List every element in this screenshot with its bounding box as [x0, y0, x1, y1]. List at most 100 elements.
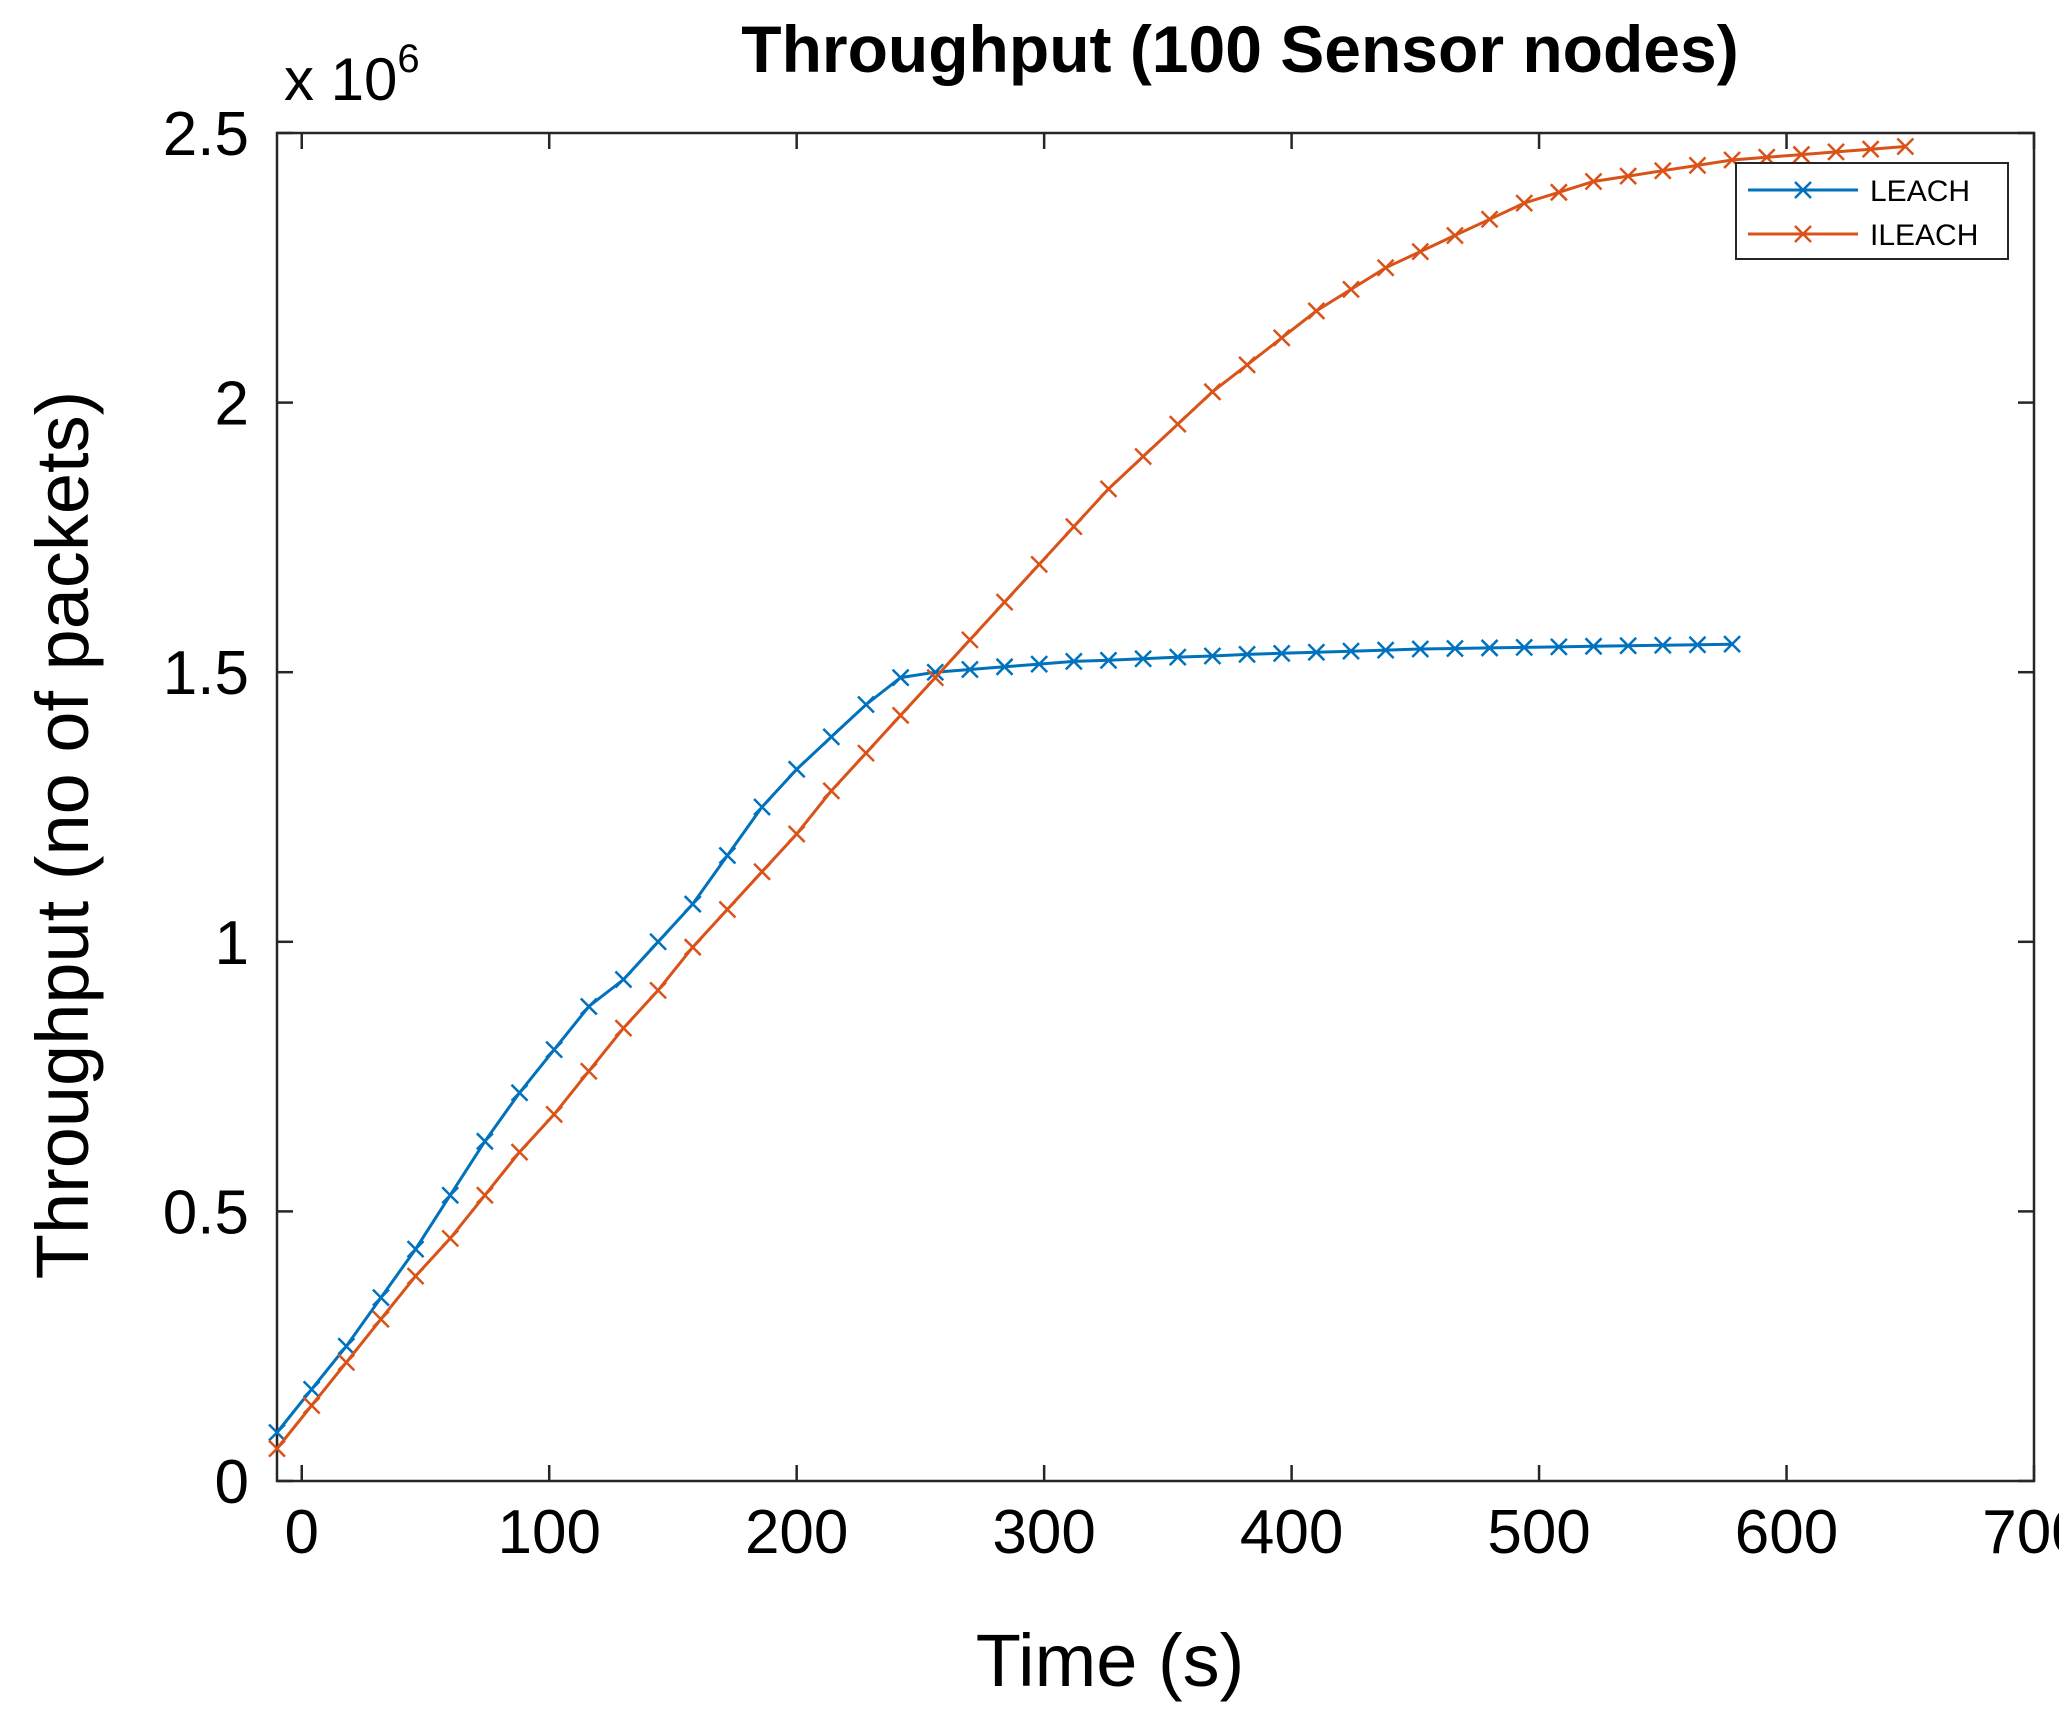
data-point-ileach-stroke-b [372, 1310, 390, 1329]
y-tick-label: 0 [215, 1448, 249, 1517]
plot-area: 0 100 200 300 400 500 600 700 0 0.5 1 1.5 2 2.5 [163, 100, 2059, 1567]
data-point-ileach-stroke-b [1446, 226, 1464, 245]
data-point-ileach [1549, 183, 1568, 202]
data-point-leach-stroke-b [302, 1380, 321, 1399]
data-point-leach-stroke-b [961, 660, 979, 679]
data-point-leach-stroke-b [1272, 644, 1291, 663]
legend-label-leach: LEACH [1870, 175, 1970, 208]
data-point-leach-stroke-b [787, 760, 806, 779]
data-point-ileach [302, 1396, 321, 1415]
data-point-leach-stroke-b [995, 657, 1014, 676]
data-point-leach [961, 660, 979, 679]
data-point-ileach [510, 1143, 529, 1161]
legend-marker-leach-stroke-b [1794, 181, 1812, 199]
data-point-ileach [891, 706, 910, 725]
data-point-leach [718, 846, 737, 865]
data-point-leach-stroke-b [1653, 636, 1672, 655]
data-point-leach [753, 798, 771, 816]
data-point-ileach [406, 1267, 425, 1285]
data-point-leach-stroke-b [822, 728, 841, 746]
data-point-ileach [1238, 355, 1256, 374]
series-ileach [268, 137, 1915, 1458]
data-point-ileach [372, 1310, 390, 1329]
axes-box [275, 131, 2036, 1483]
data-point-leach-stroke-b [475, 1132, 494, 1151]
data-point-leach-stroke-b [372, 1288, 390, 1307]
data-point-leach-stroke-b [579, 997, 598, 1016]
legend-marker-leach [1794, 181, 1812, 199]
data-point-ileach [1653, 161, 1672, 180]
data-point-ileach [787, 825, 806, 843]
data-point-ileach-stroke-b [1480, 210, 1499, 229]
x-tick-label: 600 [1735, 1498, 1838, 1567]
legend-item-ileach: ILEACH [1748, 219, 1978, 252]
data-point-ileach [1342, 280, 1360, 299]
data-point-leach [1064, 652, 1083, 671]
series-leach [268, 635, 1741, 1442]
data-point-ileach-stroke-b [683, 938, 702, 957]
y-multiplier: x 106 [284, 37, 420, 113]
data-point-ileach-stroke-b [649, 981, 667, 1000]
data-point-ileach-stroke-b [822, 781, 841, 800]
data-point-ileach-stroke-b [614, 1019, 633, 1037]
legend: LEACH ILEACH [1735, 162, 2009, 260]
y-tick-label: 2.5 [163, 100, 249, 169]
data-point-leach [406, 1240, 425, 1259]
data-point-leach [614, 970, 633, 989]
data-point-leach [1307, 643, 1326, 662]
data-point-ileach [1307, 302, 1326, 320]
data-point-leach [441, 1186, 460, 1205]
data-point-leach-stroke-b [510, 1083, 529, 1102]
data-point-leach [337, 1337, 356, 1356]
data-point-ileach-stroke-b [1064, 517, 1083, 536]
data-point-ileach [545, 1105, 564, 1124]
data-point-leach-stroke-b [441, 1186, 460, 1205]
data-point-ileach [1064, 517, 1083, 536]
y-tick-label: 1 [215, 909, 249, 978]
data-point-leach-stroke-b [406, 1240, 425, 1259]
legend-marker-ileach-stroke-b [1794, 225, 1812, 243]
data-point-leach [1376, 641, 1395, 659]
data-point-ileach-stroke-b [1861, 140, 1880, 159]
y-multiplier-exponent: 6 [397, 37, 419, 81]
data-point-ileach-stroke-b [718, 900, 737, 919]
data-point-ileach-stroke-b [475, 1186, 494, 1205]
legend-label-ileach: ILEACH [1870, 219, 1978, 252]
x-tick-label: 400 [1240, 1498, 1343, 1567]
data-point-leach-stroke-b [268, 1423, 286, 1442]
data-point-ileach-stroke-b [857, 744, 875, 762]
data-point-ileach [1896, 137, 1915, 156]
data-point-ileach-stroke-b [1099, 479, 1118, 498]
data-point-ileach-stroke-b [926, 668, 945, 687]
data-point-leach [372, 1288, 390, 1307]
data-point-leach [1688, 635, 1707, 654]
data-point-leach-stroke-b [649, 932, 667, 951]
data-point-leach-stroke-b [1064, 652, 1083, 671]
data-point-ileach-stroke-b [337, 1353, 356, 1372]
y-axis-label: Throughput (no of packets) [21, 391, 104, 1280]
data-point-leach [1480, 639, 1499, 657]
data-point-ileach [1446, 226, 1464, 245]
data-point-leach-stroke-b [926, 663, 945, 682]
data-point-leach-stroke-b [1515, 638, 1534, 657]
data-point-ileach-stroke-b [1030, 555, 1049, 574]
data-point-leach [891, 668, 910, 687]
data-point-ileach [441, 1229, 460, 1248]
data-point-ileach [753, 862, 771, 881]
x-tick-label: 0 [285, 1498, 319, 1567]
data-point-ileach [1688, 156, 1707, 175]
data-point-leach [1272, 644, 1291, 663]
data-point-leach-stroke-b [718, 846, 737, 865]
data-point-ileach-stroke-b [1342, 280, 1360, 299]
data-point-leach [1342, 642, 1360, 661]
data-point-ileach [718, 900, 737, 919]
data-point-ileach-stroke-b [406, 1267, 425, 1285]
data-point-ileach [822, 781, 841, 800]
y-tick-label: 2 [215, 370, 249, 439]
data-point-ileach [1861, 140, 1880, 159]
data-point-leach [1168, 648, 1187, 666]
data-point-leach-stroke-b [891, 668, 910, 687]
data-point-leach [683, 895, 702, 913]
data-point-ileach [579, 1062, 598, 1081]
